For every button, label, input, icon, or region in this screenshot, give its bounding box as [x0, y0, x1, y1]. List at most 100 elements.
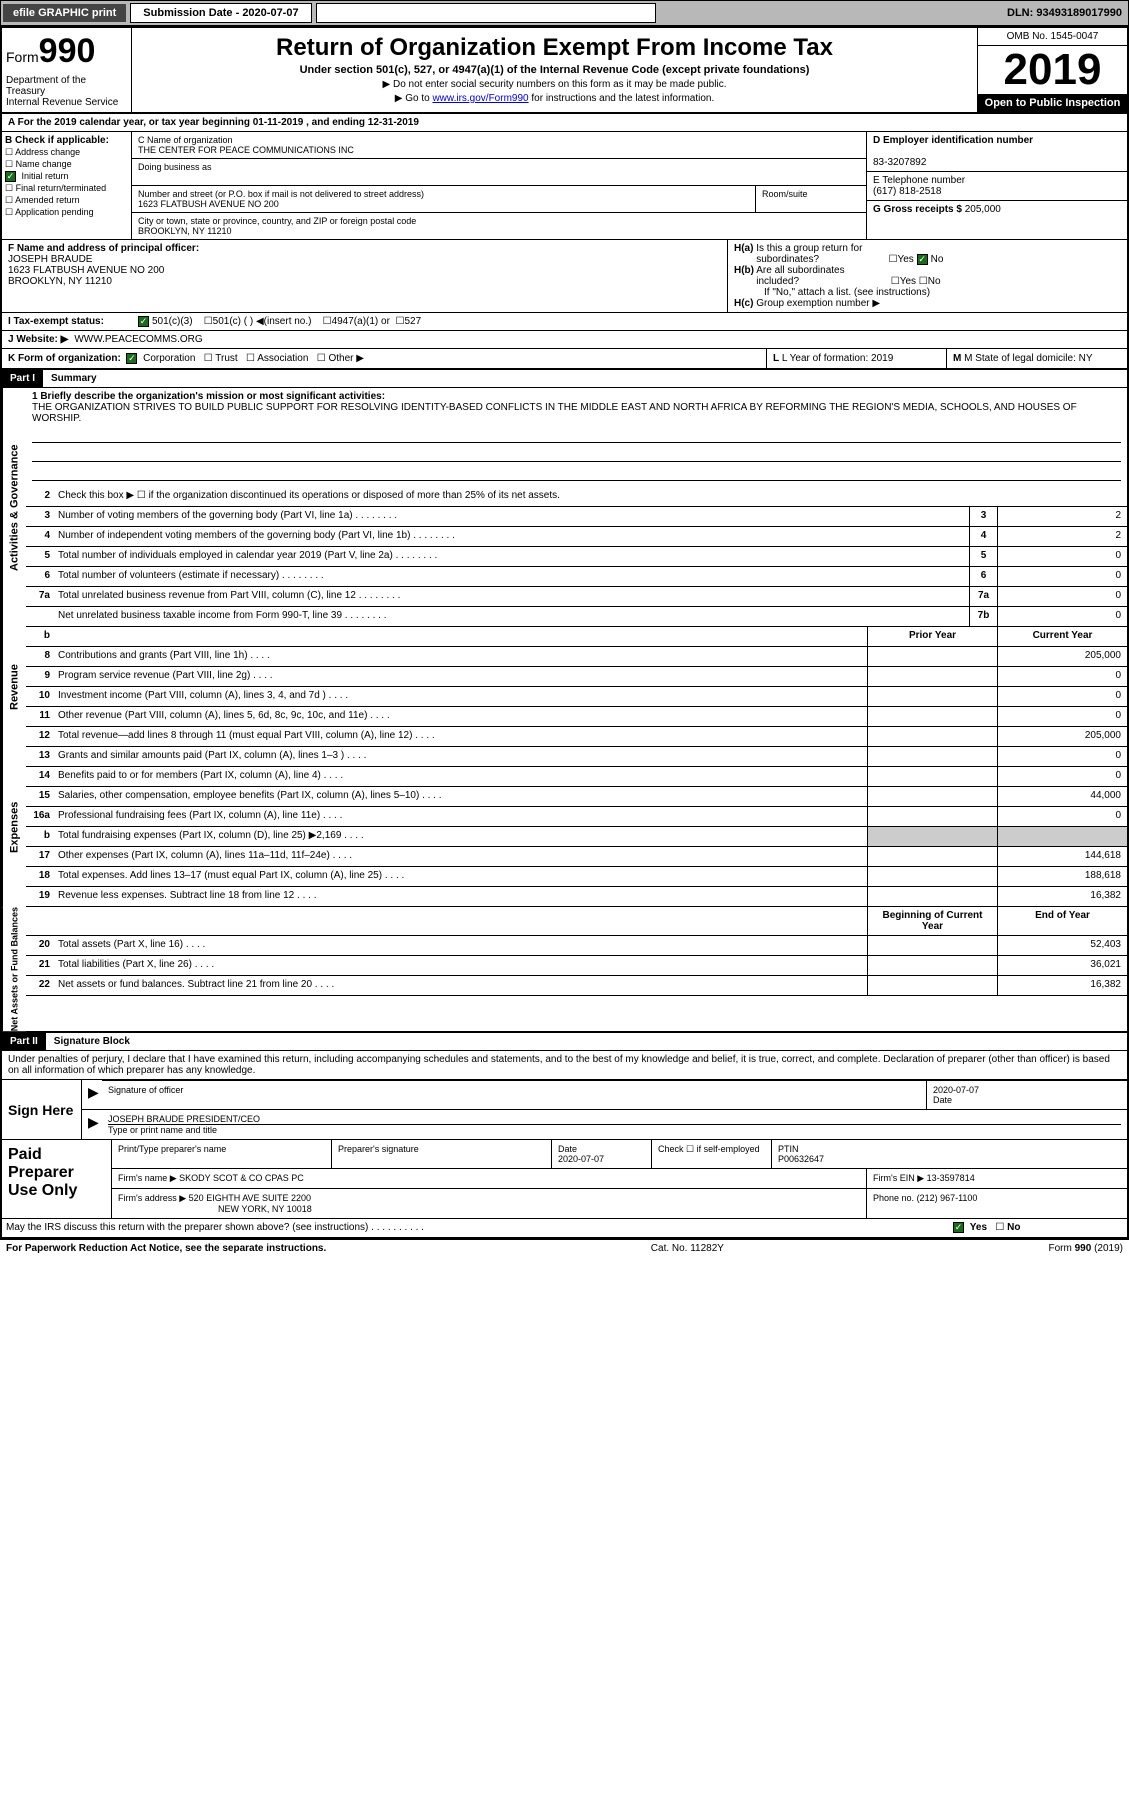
- form-title: Return of Organization Exempt From Incom…: [136, 34, 973, 62]
- city-cell: City or town, state or province, country…: [132, 213, 866, 239]
- side-na: Net Assets or Fund Balances: [2, 907, 26, 1031]
- city-state-zip: BROOKLYN, NY 11210: [138, 226, 232, 236]
- topbar: efile GRAPHIC print Submission Date - 20…: [0, 0, 1129, 26]
- table-row: 5Total number of individuals employed in…: [26, 547, 1127, 567]
- dln: DLN: 93493189017990: [1007, 7, 1126, 19]
- prep-selfemp: Check ☐ if self-employed: [652, 1140, 772, 1168]
- org-name-cell: C Name of organization THE CENTER FOR PE…: [132, 132, 866, 159]
- ha-no-check[interactable]: [917, 254, 928, 265]
- row-fh: F Name and address of principal officer:…: [2, 240, 1127, 313]
- note-ssn: ▶ Do not enter social security numbers o…: [136, 79, 973, 90]
- side-rev: Revenue: [2, 627, 26, 747]
- form-number: Form990: [6, 32, 127, 71]
- na-lines: Beginning of Current Year End of Year 20…: [26, 907, 1127, 1031]
- org-name: THE CENTER FOR PEACE COMMUNICATIONS INC: [138, 145, 354, 155]
- page-footer: For Paperwork Reduction Act Notice, see …: [0, 1240, 1129, 1257]
- sign-here-row: Sign Here ▶ Signature of officer 2020-07…: [2, 1079, 1127, 1139]
- h-section: H(a) Is this a group return for subordin…: [727, 240, 1127, 312]
- sig-officer-label: Signature of officer: [108, 1085, 183, 1095]
- declaration-text: Under penalties of perjury, I declare th…: [2, 1051, 1127, 1079]
- ein-cell: D Employer identification number 83-3207…: [867, 132, 1127, 172]
- table-row: 14Benefits paid to or for members (Part …: [26, 767, 1127, 787]
- chk-final[interactable]: ☐ Final return/terminated: [5, 183, 128, 194]
- cat-no: Cat. No. 11282Y: [651, 1243, 724, 1254]
- table-row: 19Revenue less expenses. Subtract line 1…: [26, 887, 1127, 907]
- dba-cell: Doing business as: [132, 159, 866, 186]
- prep-name-lbl: Print/Type preparer's name: [112, 1140, 332, 1168]
- row-a: A For the 2019 calendar year, or tax yea…: [2, 114, 1127, 132]
- dept-label: Department of the Treasury Internal Reve…: [6, 75, 127, 108]
- col-b-label: B Check if applicable:: [5, 135, 109, 146]
- addr-cell: Number and street (or P.O. box if mail i…: [132, 186, 756, 212]
- section-expenses: Expenses 13Grants and similar amounts pa…: [2, 747, 1127, 907]
- header-right: OMB No. 1545-0047 2019 Open to Public In…: [977, 28, 1127, 112]
- col-d: D Employer identification number 83-3207…: [867, 132, 1127, 239]
- discuss-yes[interactable]: [953, 1222, 964, 1233]
- firm-ein: Firm's EIN ▶ 13-3597814: [867, 1169, 1127, 1188]
- pra-notice: For Paperwork Reduction Act Notice, see …: [6, 1243, 326, 1254]
- part2-badge: Part II: [2, 1033, 46, 1050]
- irs-link[interactable]: www.irs.gov/Form990: [432, 93, 528, 104]
- firm-phone: Phone no. (212) 967-1100: [867, 1189, 1127, 1218]
- chk-initial[interactable]: Initial return: [5, 171, 128, 182]
- state-domicile: M M State of legal domicile: NY: [947, 349, 1127, 368]
- exp-lines: 13Grants and similar amounts paid (Part …: [26, 747, 1127, 907]
- officer-printed: JOSEPH BRAUDE PRESIDENT/CEO: [108, 1114, 260, 1124]
- mission-text: THE ORGANIZATION STRIVES TO BUILD PUBLIC…: [32, 402, 1077, 424]
- table-row: 22Net assets or fund balances. Subtract …: [26, 976, 1127, 996]
- tax-status-label: I Tax-exempt status:: [8, 316, 138, 327]
- form-org-type: K Form of organization: Corporation ☐ Tr…: [2, 349, 767, 368]
- table-row: 3Number of voting members of the governi…: [26, 507, 1127, 527]
- table-row: 18Total expenses. Add lines 13–17 (must …: [26, 867, 1127, 887]
- prep-sig-lbl: Preparer's signature: [332, 1140, 552, 1168]
- side-exp: Expenses: [2, 747, 26, 907]
- row-i: I Tax-exempt status: 501(c)(3) ☐ 501(c) …: [2, 313, 1127, 331]
- part2-header: Part II Signature Block: [2, 1033, 1127, 1051]
- part1-header: Part I Summary: [2, 370, 1127, 388]
- table-row: 17Other expenses (Part IX, column (A), l…: [26, 847, 1127, 867]
- section-governance: Activities & Governance 1 Briefly descri…: [2, 388, 1127, 627]
- officer-cell: F Name and address of principal officer:…: [2, 240, 727, 312]
- part1-label: Summary: [51, 373, 97, 384]
- header-left: Form990 Department of the Treasury Inter…: [2, 28, 132, 112]
- header-mid: Return of Organization Exempt From Incom…: [132, 28, 977, 112]
- chk-amended[interactable]: ☐ Amended return: [5, 195, 128, 206]
- part2-label: Signature Block: [54, 1036, 130, 1047]
- col-c: C Name of organization THE CENTER FOR PE…: [132, 132, 867, 239]
- row-j: J Website: ▶ WWW.PEACECOMMS.ORG: [2, 331, 1127, 349]
- note-link: ▶ Go to www.irs.gov/Form990 for instruct…: [136, 93, 973, 104]
- officer-addr: 1623 FLATBUSH AVENUE NO 200 BROOKLYN, NY…: [8, 265, 164, 287]
- chk-address[interactable]: ☐ Address change: [5, 147, 128, 158]
- year-formation: L L Year of formation: 2019: [767, 349, 947, 368]
- table-row: 8Contributions and grants (Part VIII, li…: [26, 647, 1127, 667]
- chk-501c3[interactable]: [138, 316, 149, 327]
- section-revenue: Revenue b Prior Year Current Year 8Contr…: [2, 627, 1127, 747]
- chk-corp[interactable]: [126, 353, 137, 364]
- chk-name[interactable]: ☐ Name change: [5, 159, 128, 170]
- table-row: 6Total number of volunteers (estimate if…: [26, 567, 1127, 587]
- firm-addr: Firm's address ▶ 520 EIGHTH AVE SUITE 22…: [112, 1189, 867, 1218]
- table-row: Net unrelated business taxable income fr…: [26, 607, 1127, 627]
- street-address: 1623 FLATBUSH AVENUE NO 200: [138, 199, 279, 209]
- table-row: 7aTotal unrelated business revenue from …: [26, 587, 1127, 607]
- form-container: Form990 Department of the Treasury Inter…: [0, 26, 1129, 1240]
- table-row: 11Other revenue (Part VIII, column (A), …: [26, 707, 1127, 727]
- sig-date: 2020-07-07: [933, 1085, 979, 1095]
- phone-cell: E Telephone number (617) 818-2518: [867, 172, 1127, 201]
- omb-number: OMB No. 1545-0047: [978, 28, 1127, 46]
- table-row: 9Program service revenue (Part VIII, lin…: [26, 667, 1127, 687]
- table-row: bTotal fundraising expenses (Part IX, co…: [26, 827, 1127, 847]
- mission-block: 1 Briefly describe the organization's mi…: [26, 388, 1127, 487]
- blank-field: [316, 3, 656, 23]
- firm-name: Firm's name ▶ SKODY SCOT & CO CPAS PC: [112, 1169, 867, 1188]
- table-row: 16aProfessional fundraising fees (Part I…: [26, 807, 1127, 827]
- gross-receipts: 205,000: [965, 204, 1001, 215]
- form-subtitle: Under section 501(c), 527, or 4947(a)(1)…: [136, 64, 973, 76]
- website-value: WWW.PEACECOMMS.ORG: [74, 334, 202, 345]
- preparer-row: Paid Preparer Use Only Print/Type prepar…: [2, 1139, 1127, 1218]
- gov-lines: 1 Briefly describe the organization's mi…: [26, 388, 1127, 627]
- room-cell: Room/suite: [756, 186, 866, 212]
- chk-pending[interactable]: ☐ Application pending: [5, 207, 128, 218]
- officer-name: JOSEPH BRAUDE: [8, 254, 92, 265]
- side-ag: Activities & Governance: [2, 388, 26, 627]
